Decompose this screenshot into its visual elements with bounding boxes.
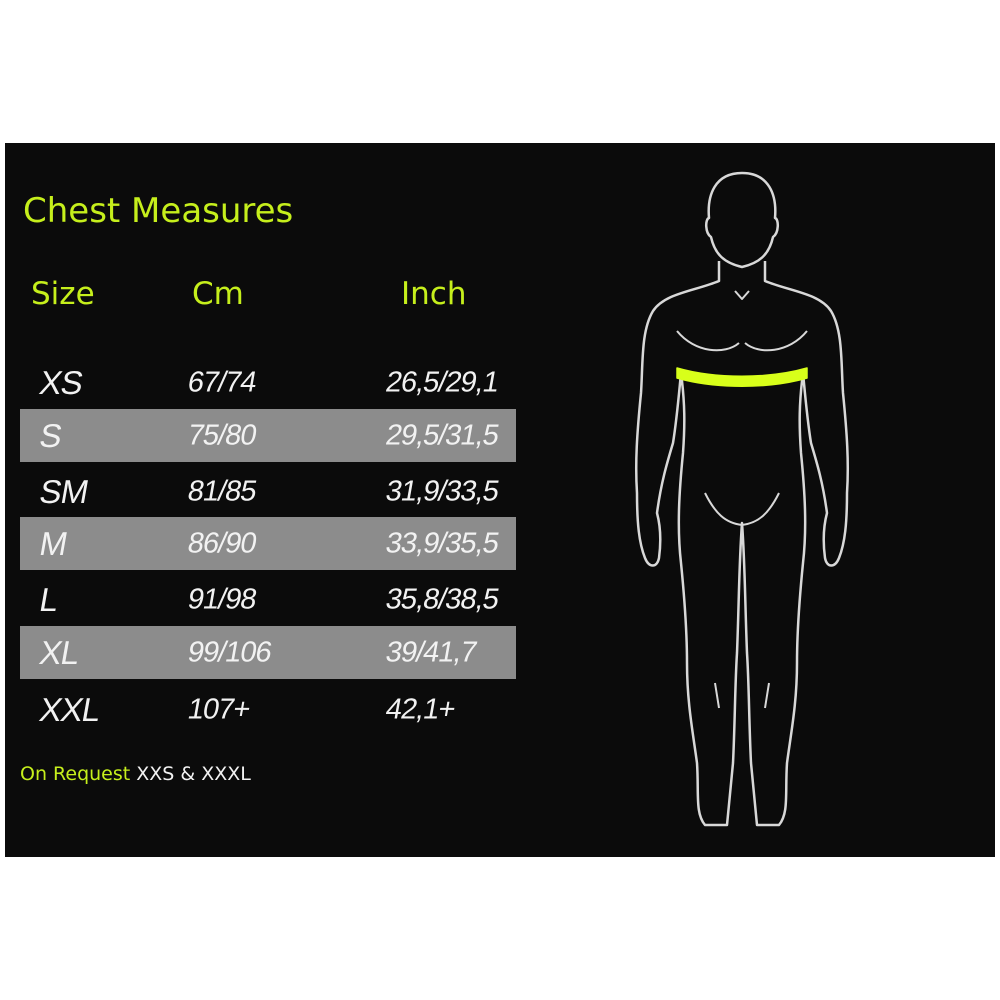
size-cell: XS xyxy=(36,363,86,401)
header-inch: Inch xyxy=(401,276,467,312)
size-cell: S xyxy=(36,416,65,454)
table-row: M 86/90 33,9/35,5 xyxy=(20,517,516,570)
chest-band-highlight xyxy=(676,367,808,387)
table-row: S 75/80 29,5/31,5 xyxy=(20,409,516,462)
size-cell: L xyxy=(36,580,61,618)
table-row: XXL 107+ 42,1+ xyxy=(20,683,516,736)
table-row: XL 99/106 39/41,7 xyxy=(20,626,516,679)
note-highlight: On Request xyxy=(20,763,131,785)
cm-cell: 81/85 xyxy=(185,475,259,507)
inch-cell: 42,1+ xyxy=(383,693,458,725)
size-cell: XL xyxy=(36,633,82,671)
cm-cell: 99/106 xyxy=(185,636,274,668)
cm-cell: 86/90 xyxy=(185,527,259,559)
human-body-outline-icon xyxy=(634,171,850,827)
inch-cell: 35,8/38,5 xyxy=(383,583,501,615)
inch-cell: 31,9/33,5 xyxy=(383,475,501,507)
chart-title: Chest Measures xyxy=(23,191,294,231)
header-cm: Cm xyxy=(192,276,244,312)
note-text: XXS & XXXL xyxy=(130,763,251,785)
inch-cell: 39/41,7 xyxy=(383,636,479,668)
inch-cell: 26,5/29,1 xyxy=(383,366,501,398)
size-cell: M xyxy=(36,524,70,562)
size-cell: XXL xyxy=(36,690,103,728)
header-size: Size xyxy=(31,276,95,312)
inch-cell: 33,9/35,5 xyxy=(383,527,501,559)
cm-cell: 91/98 xyxy=(185,583,259,615)
table-row: SM 81/85 31,9/33,5 xyxy=(20,465,516,518)
table-row: XS 67/74 26,5/29,1 xyxy=(20,356,516,409)
cm-cell: 67/74 xyxy=(185,366,259,398)
cm-cell: 107+ xyxy=(185,693,253,725)
inch-cell: 29,5/31,5 xyxy=(383,419,501,451)
size-cell: SM xyxy=(36,472,91,510)
cm-cell: 75/80 xyxy=(185,419,259,451)
on-request-note: On Request XXS & XXXL xyxy=(20,763,251,785)
size-chart-panel: Chest Measures Size Cm Inch XS 67/74 26,5/… xyxy=(5,143,995,857)
table-row: L 91/98 35,8/38,5 xyxy=(20,573,516,626)
